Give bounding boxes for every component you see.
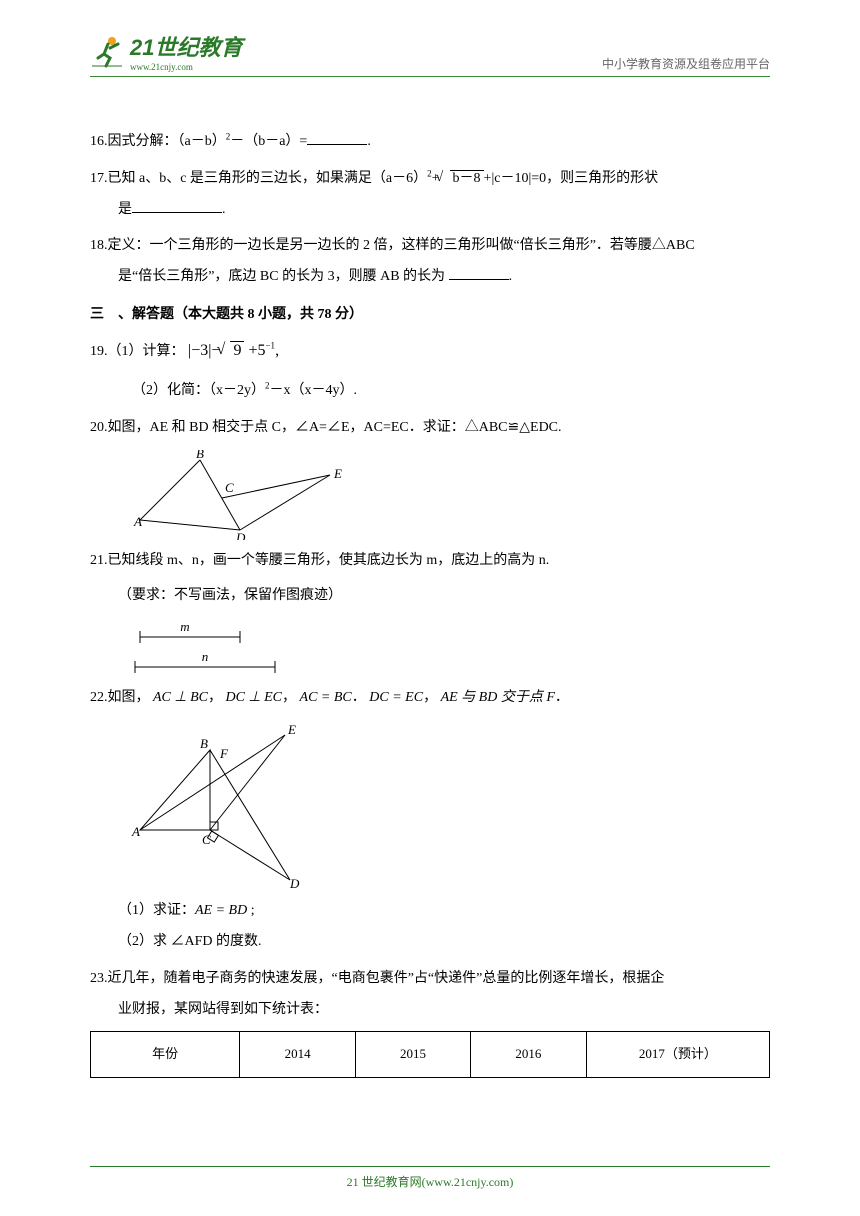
table-cell: 2015: [355, 1032, 470, 1078]
logo-url: www.21cnjy.com: [130, 62, 242, 72]
period: .: [222, 202, 226, 217]
q22-p1f: AE = BD: [195, 903, 247, 918]
q19-p1: （1）计算：: [108, 344, 185, 359]
section-3-heading: 三 、解答题（本大题共 8 小题，共 78 分）: [90, 303, 770, 323]
label-A: A: [131, 824, 140, 839]
f2: DC ⊥ EC: [225, 690, 282, 705]
q19-formula: |−3|−9 +5−1,: [188, 342, 279, 359]
logo-text: 21世纪教育: [130, 30, 242, 62]
sqrt-icon: b－8: [440, 164, 484, 195]
q20-text: 如图，AE 和 BD 相交于点 C，∠A=∠E，AC=EC．求证：△ABC≌△E…: [108, 420, 562, 435]
q22-p2: （2）求 ∠AFD 的度数.: [118, 934, 262, 949]
period: .: [367, 134, 371, 149]
table-cell: 2016: [471, 1032, 586, 1078]
q21-figure: m n: [130, 617, 770, 677]
q16-b: －（b－a）=: [230, 134, 307, 149]
f4: DC = EC: [369, 690, 423, 705]
q16-num: 16.: [90, 134, 108, 149]
table-row: 年份 2014 2015 2016 2017（预计）: [91, 1032, 770, 1078]
q17-a: 已知 a、b、c 是三角形的三边长，如果满足（a－6）: [108, 171, 428, 186]
question-17: 17.已知 a、b、c 是三角形的三边长，如果满足（a－6）2+b－8+|c－1…: [90, 164, 770, 226]
q22-p1: （1）求证：: [118, 903, 195, 918]
q17-b: +|c－10|=0，则三角形的形状: [484, 171, 659, 186]
label-C: C: [202, 832, 211, 847]
question-23: 23.近几年，随着电子商务的快速发展，“电商包裹件”占“快递件”总量的比例逐年增…: [90, 964, 770, 1078]
page-footer: 21 世纪教育网(www.21cnjy.com): [90, 1166, 770, 1190]
f1: AC ⊥ BC: [153, 690, 208, 705]
label-B: B: [196, 450, 204, 461]
q23-a: 近几年，随着电子商务的快速发展，“电商包裹件”占“快递件”总量的比例逐年增长，根…: [108, 971, 665, 986]
table-cell: 2017（预计）: [586, 1032, 769, 1078]
section-3-text: 三 、解答题（本大题共 8 小题，共 78 分）: [90, 307, 363, 322]
q22-num: 22.: [90, 690, 108, 705]
logo: 21世纪教育 www.21cnjy.com: [90, 30, 242, 72]
q17-num: 17.: [90, 171, 108, 186]
blank: [449, 266, 509, 280]
table-cell: 2014: [240, 1032, 355, 1078]
table-cell: 年份: [91, 1032, 240, 1078]
runner-icon: [90, 34, 124, 68]
segments-diagram: m n: [130, 617, 290, 677]
page-header: 21世纪教育 www.21cnjy.com 中小学教育资源及组卷应用平台: [90, 30, 770, 77]
header-subtitle: 中小学教育资源及组卷应用平台: [602, 55, 770, 72]
question-20: 20.如图，AE 和 BD 相交于点 C，∠A=∠E，AC=EC．求证：△ABC…: [90, 413, 770, 540]
q21-note: （要求：不写画法，保留作图痕迹）: [118, 588, 342, 603]
q23-b: 业财报，某网站得到如下统计表：: [118, 1002, 328, 1017]
q20-num: 20.: [90, 420, 108, 435]
question-18: 18.定义：一个三角形的一边长是另一边长的 2 倍，这样的三角形叫做“倍长三角形…: [90, 231, 770, 293]
label-B: B: [200, 736, 208, 751]
triangle-diagram: A B C D E: [130, 450, 350, 540]
label-m: m: [180, 619, 189, 634]
q18-a: 定义：一个三角形的一边长是另一边长的 2 倍，这样的三角形叫做“倍长三角形”．若…: [108, 238, 695, 253]
sqrt-content: b－8: [450, 170, 484, 186]
q19-num: 19.: [90, 344, 108, 359]
label-E: E: [333, 466, 342, 481]
q18-b: 是“倍长三角形”，底边 BC 的长为 3，则腰 AB 的长为: [118, 269, 449, 284]
q21-text: 已知线段 m、n，画一个等腰三角形，使其底边长为 m，底边上的高为 n.: [108, 553, 550, 568]
blank: [132, 199, 222, 213]
question-22: 22.如图， AC ⊥ BC， DC ⊥ EC， AC = BC． DC = E…: [90, 683, 770, 957]
label-A: A: [133, 514, 142, 529]
f3: AC = BC: [300, 690, 352, 705]
label-C: C: [225, 480, 234, 495]
footer-text: 21 世纪教育网(www.21cnjy.com): [347, 1175, 514, 1189]
stats-table: 年份 2014 2015 2016 2017（预计）: [90, 1031, 770, 1078]
label-D: D: [289, 876, 300, 890]
q17-c: 是: [118, 202, 132, 217]
q19-p2: （2）化简：（x－2y）: [132, 383, 265, 398]
question-19: 19.（1）计算： |−3|−9 +5−1, （2）化简：（x－2y）2－x（x…: [90, 333, 770, 407]
q23-num: 23.: [90, 971, 108, 986]
q16-a: 因式分解：（a－b）: [108, 134, 226, 149]
q22-a: 如图，: [108, 690, 150, 705]
q21-num: 21.: [90, 553, 108, 568]
label-D: D: [235, 530, 246, 540]
triangle-diagram-2: A B C D E F: [130, 720, 330, 890]
label-n: n: [202, 649, 209, 664]
question-16: 16.因式分解：（a－b）2－（b－a）=.: [90, 127, 770, 158]
label-F: F: [219, 746, 229, 761]
q20-figure: A B C D E: [130, 450, 770, 540]
q18-num: 18.: [90, 238, 108, 253]
q22-figure: A B C D E F: [130, 720, 770, 890]
label-E: E: [287, 722, 296, 737]
q19-p2-rest: －x（x－4y）.: [270, 383, 358, 398]
period: .: [509, 269, 513, 284]
q22-b: AE 与 BD 交于点 F: [441, 690, 555, 705]
blank: [307, 131, 367, 145]
question-21: 21.已知线段 m、n，画一个等腰三角形，使其底边长为 m，底边上的高为 n. …: [90, 546, 770, 678]
